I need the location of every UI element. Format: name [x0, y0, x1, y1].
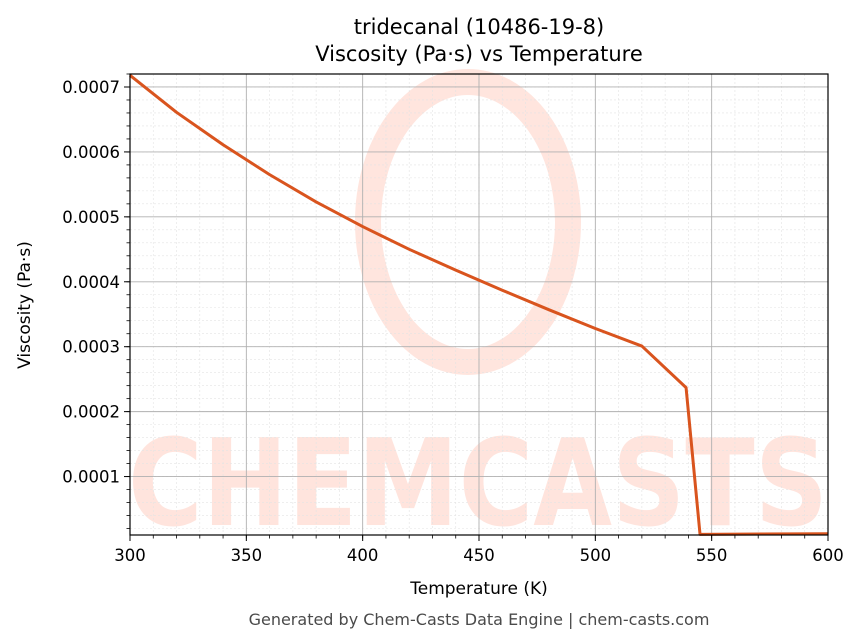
- chart-title: tridecanal (10486-19-8): [354, 15, 604, 39]
- y-axis-ticks: 0.0001 0.0002 0.0003 0.0004 0.0005 0.0006 0.00…: [62, 73, 130, 529]
- y-tick-label: 0.0003: [62, 338, 120, 357]
- y-tick-label: 0.0006: [62, 143, 120, 162]
- x-tick-label: 500: [580, 546, 612, 565]
- viscosity-series-line: [129, 74, 829, 536]
- x-tick-label: 550: [696, 546, 728, 565]
- x-tick-label: 450: [463, 546, 495, 565]
- x-tick-label: 600: [812, 546, 844, 565]
- plot-lines: [129, 74, 829, 536]
- y-axis-label: Viscosity (Pa·s): [15, 241, 35, 369]
- x-tick-label: 400: [347, 546, 379, 565]
- x-axis-ticks: 300 350 400 450 500 550 600: [114, 535, 844, 565]
- chart-subtitle: Viscosity (Pa·s) vs Temperature: [315, 42, 643, 66]
- x-tick-label: 300: [114, 546, 146, 565]
- y-tick-label: 0.0004: [62, 273, 120, 292]
- y-tick-label: 0.0005: [62, 208, 120, 227]
- footer-credit: Generated by Chem-Casts Data Engine | ch…: [249, 610, 710, 629]
- x-axis-label: Temperature (K): [409, 579, 548, 599]
- y-tick-label: 0.0002: [62, 403, 120, 422]
- y-tick-label: 0.0001: [62, 468, 120, 487]
- y-tick-label: 0.0007: [62, 78, 120, 97]
- x-tick-label: 350: [231, 546, 263, 565]
